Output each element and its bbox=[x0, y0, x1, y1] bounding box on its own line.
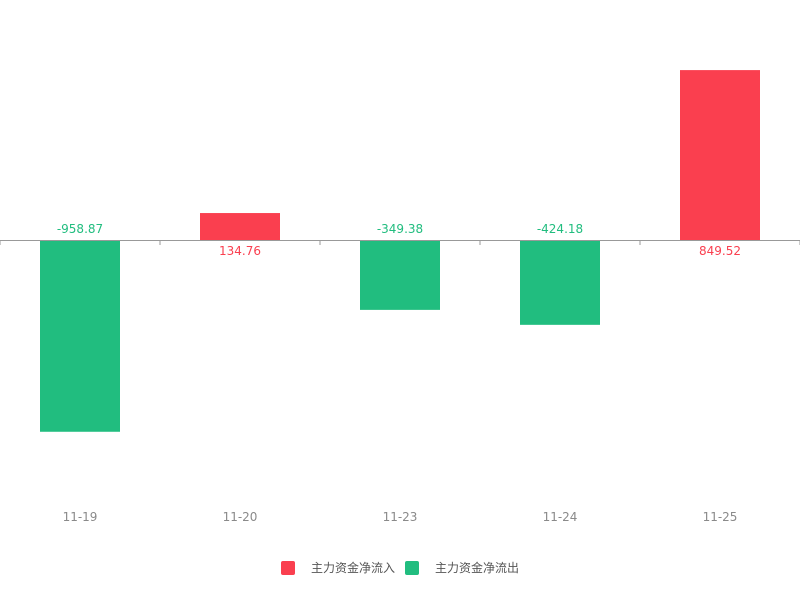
bar-11-20[interactable] bbox=[200, 213, 280, 240]
bar-11-19[interactable] bbox=[40, 240, 120, 432]
x-tick-label-11-19: 11-19 bbox=[63, 510, 98, 524]
data-label-11-23: -349.38 bbox=[377, 222, 423, 236]
data-label-11-24: -424.18 bbox=[537, 222, 583, 236]
x-tick-label-11-25: 11-25 bbox=[703, 510, 738, 524]
legend-swatch-inflow[interactable] bbox=[281, 561, 295, 575]
legend-swatch-outflow[interactable] bbox=[405, 561, 419, 575]
legend-label-outflow[interactable]: 主力资金净流出 bbox=[435, 560, 519, 575]
legend: 主力资金净流入 主力资金净流出 bbox=[281, 560, 519, 575]
bar-11-25[interactable] bbox=[680, 70, 760, 240]
bar-11-23[interactable] bbox=[360, 240, 440, 310]
x-tick-labels-group: 11-19 11-20 11-23 11-24 11-25 bbox=[63, 510, 738, 524]
x-tick-label-11-23: 11-23 bbox=[383, 510, 418, 524]
x-tick-label-11-24: 11-24 bbox=[543, 510, 578, 524]
data-label-11-19: -958.87 bbox=[57, 222, 103, 236]
data-label-11-25: 849.52 bbox=[699, 244, 741, 258]
bars-group bbox=[40, 70, 760, 432]
legend-label-inflow[interactable]: 主力资金净流入 bbox=[311, 560, 395, 575]
x-tick-label-11-20: 11-20 bbox=[223, 510, 258, 524]
data-label-11-20: 134.76 bbox=[219, 244, 261, 258]
axis-ticks-group bbox=[0, 240, 800, 245]
value-labels-group: -958.87 134.76 -349.38 -424.18 849.52 bbox=[57, 222, 741, 258]
bar-11-24[interactable] bbox=[520, 240, 600, 325]
